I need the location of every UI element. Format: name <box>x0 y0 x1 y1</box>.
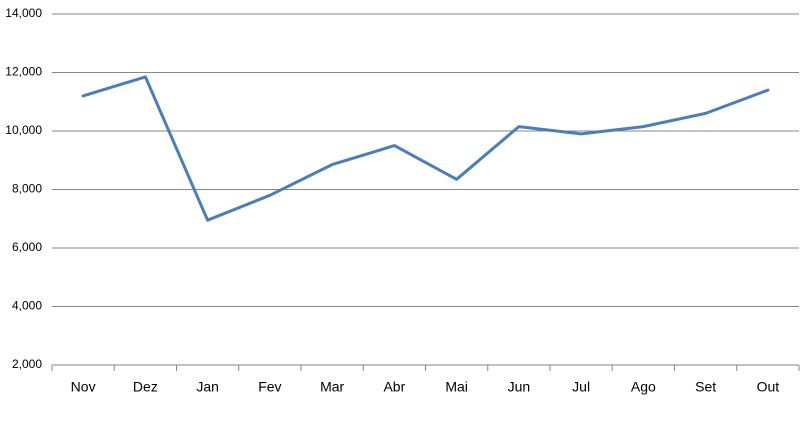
y-tick-label: 2,000 <box>12 357 42 371</box>
y-tick-label: 12,000 <box>5 65 42 79</box>
x-tick-label: Jan <box>196 379 219 395</box>
x-tick-label: Abr <box>383 379 405 395</box>
x-tick-label: Mai <box>445 379 468 395</box>
x-tick-label: Ago <box>631 379 656 395</box>
x-tick-label: Fev <box>258 379 281 395</box>
x-tick-label: Jul <box>572 379 590 395</box>
x-tick-label: Dez <box>133 379 158 395</box>
y-tick-label: 8,000 <box>12 182 42 196</box>
x-tick-label: Out <box>757 379 780 395</box>
y-tick-label: 14,000 <box>5 6 42 20</box>
x-tick-label: Set <box>695 379 716 395</box>
x-tick-label: Jun <box>508 379 531 395</box>
y-tick-label: 4,000 <box>12 299 42 313</box>
y-tick-label: 6,000 <box>12 240 42 254</box>
line <box>81 75 770 222</box>
x-tick-label: Mar <box>320 379 344 395</box>
x-tick-label: Nov <box>71 379 96 395</box>
y-tick-label: 10,000 <box>5 123 42 137</box>
